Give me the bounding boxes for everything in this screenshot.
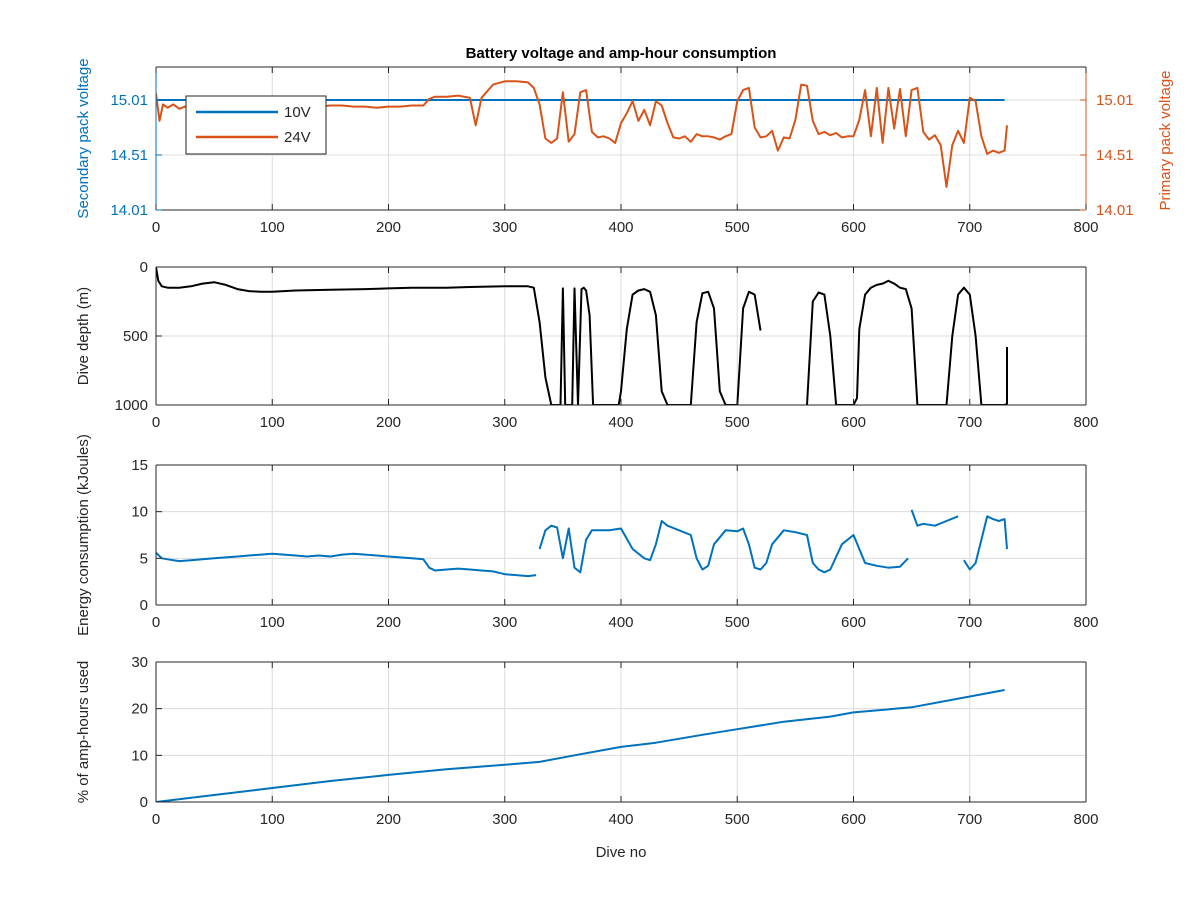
x-tick-label: 100 bbox=[260, 614, 285, 631]
series-line-p2-seg1 bbox=[156, 267, 762, 405]
figure-title: Battery voltage and amp-hour consumption bbox=[466, 45, 777, 62]
x-tick-label: 200 bbox=[376, 614, 401, 631]
x-tick-label: 200 bbox=[376, 219, 401, 236]
y-tick-label: 10 bbox=[131, 747, 148, 764]
y-tick-label: 14.01 bbox=[110, 202, 148, 219]
x-tick-label: 800 bbox=[1073, 219, 1098, 236]
x-tick-label: 600 bbox=[841, 614, 866, 631]
x-tick-label: 400 bbox=[608, 811, 633, 828]
y-tick-label: 0 bbox=[140, 597, 148, 614]
y-tick-label: 14.51 bbox=[110, 147, 148, 164]
y-tick-label: 15.01 bbox=[110, 92, 148, 109]
x-tick-label: 700 bbox=[957, 219, 982, 236]
series-line-p2-seg2 bbox=[806, 279, 1008, 405]
x-tick-label: 800 bbox=[1073, 414, 1098, 431]
series-group bbox=[156, 509, 1008, 578]
series-line-p4 bbox=[156, 689, 1005, 802]
x-tick-label: 300 bbox=[492, 414, 517, 431]
y-axis-label: Secondary pack voltage bbox=[75, 58, 92, 218]
x-tick-label: 500 bbox=[725, 414, 750, 431]
x-tick-label: 0 bbox=[152, 614, 160, 631]
y-axis-label: % of amp-hours used bbox=[75, 661, 92, 804]
y-tick-label: 0 bbox=[140, 259, 148, 276]
x-axis-label: Dive no bbox=[596, 844, 647, 861]
x-tick-label: 100 bbox=[260, 219, 285, 236]
x-tick-label: 600 bbox=[841, 219, 866, 236]
y-tick-label-right: 15.01 bbox=[1096, 92, 1134, 109]
x-tick-label: 100 bbox=[260, 414, 285, 431]
y-tick-label: 10 bbox=[131, 504, 148, 521]
y-axis-label: Energy consumption (kJoules) bbox=[75, 434, 92, 636]
y-tick-label: 0 bbox=[140, 794, 148, 811]
x-tick-label: 300 bbox=[492, 219, 517, 236]
x-tick-label: 600 bbox=[841, 414, 866, 431]
x-tick-label: 0 bbox=[152, 219, 160, 236]
series-line-p3-seg2 bbox=[538, 520, 909, 574]
x-tick-label: 400 bbox=[608, 414, 633, 431]
series-group bbox=[156, 689, 1005, 802]
legend-box bbox=[185, 95, 327, 155]
x-tick-label: 100 bbox=[260, 811, 285, 828]
panel-2: 0 100 200 300 400 500 600 700 800 0 500 1000 Dive de… bbox=[75, 259, 1099, 431]
x-tick-label: 0 bbox=[152, 811, 160, 828]
x-tick-label: 400 bbox=[608, 614, 633, 631]
y-tick-label: 15 bbox=[131, 457, 148, 474]
x-tick-label: 200 bbox=[376, 414, 401, 431]
y-axis-label: Dive depth (m) bbox=[75, 287, 92, 385]
x-tick-label: 700 bbox=[957, 414, 982, 431]
y-tick-label: 1000 bbox=[115, 397, 148, 414]
x-tick-label: 300 bbox=[492, 811, 517, 828]
legend-label-10v: 10V bbox=[284, 104, 311, 121]
y-tick-label-right: 14.51 bbox=[1096, 147, 1134, 164]
y-axis-label-right: Primary pack voltage bbox=[1157, 70, 1174, 210]
y-tick-label-right: 14.01 bbox=[1096, 202, 1134, 219]
x-tick-label: 400 bbox=[608, 219, 633, 236]
x-tick-label: 500 bbox=[725, 811, 750, 828]
series-line-p3-seg1 bbox=[156, 551, 537, 578]
y-tick-label: 500 bbox=[123, 328, 148, 345]
series-line-p3-seg3 bbox=[910, 509, 959, 527]
x-tick-label: 300 bbox=[492, 614, 517, 631]
x-tick-label: 500 bbox=[725, 614, 750, 631]
panel-4: 0 100 200 300 400 500 600 700 800 0 10 20 30 % of amp… bbox=[75, 654, 1099, 861]
y-tick-label: 5 bbox=[140, 550, 148, 567]
x-tick-label: 800 bbox=[1073, 614, 1098, 631]
y-tick-label: 30 bbox=[131, 654, 148, 671]
legend-label-24v: 24V bbox=[284, 129, 311, 146]
x-tick-label: 800 bbox=[1073, 811, 1098, 828]
y-tick-label: 20 bbox=[131, 701, 148, 718]
series-group bbox=[156, 267, 1008, 405]
series-line-p3-seg4 bbox=[963, 515, 1008, 571]
x-tick-label: 500 bbox=[725, 219, 750, 236]
series-line-24v bbox=[156, 80, 1008, 188]
panel-3: 0 100 200 300 400 500 600 700 800 0 5 10 15 Energy co… bbox=[75, 434, 1099, 636]
x-tick-label: 700 bbox=[957, 811, 982, 828]
x-tick-label: 0 bbox=[152, 414, 160, 431]
x-tick-label: 600 bbox=[841, 811, 866, 828]
x-tick-label: 200 bbox=[376, 811, 401, 828]
x-tick-label: 700 bbox=[957, 614, 982, 631]
